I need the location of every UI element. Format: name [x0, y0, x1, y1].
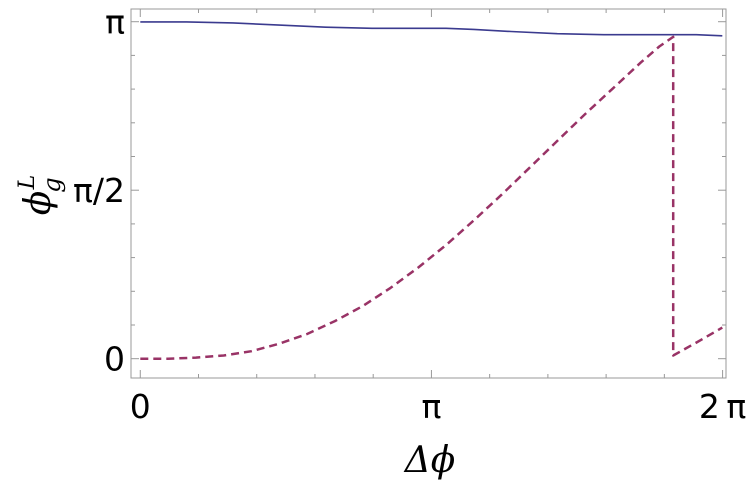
y-axis-label-base: ϕ — [18, 191, 59, 216]
y-tick-label: 0 — [104, 340, 125, 379]
x-tick-label: π — [421, 387, 441, 426]
plot-frame — [130, 8, 727, 379]
x-axis-label: Δϕ — [403, 440, 456, 481]
tick-layer: 0 π 2 π 0 π/2 π — [73, 3, 746, 426]
dashed-series-line — [140, 35, 723, 360]
x-tick-label: 2 π — [699, 387, 746, 426]
solid-series-line — [140, 21, 723, 37]
svg-text:ϕgL: ϕgL — [15, 175, 66, 216]
x-tick-label: 0 — [130, 387, 151, 426]
plot-area — [130, 8, 727, 379]
y-axis-label-sup: L — [15, 175, 40, 191]
y-tick-label: π — [105, 3, 125, 42]
y-axis-label-sub: g — [38, 177, 66, 192]
y-tick-label: π/2 — [73, 171, 125, 210]
y-axis-label: ϕgL — [15, 175, 66, 216]
series-layer — [140, 21, 723, 360]
